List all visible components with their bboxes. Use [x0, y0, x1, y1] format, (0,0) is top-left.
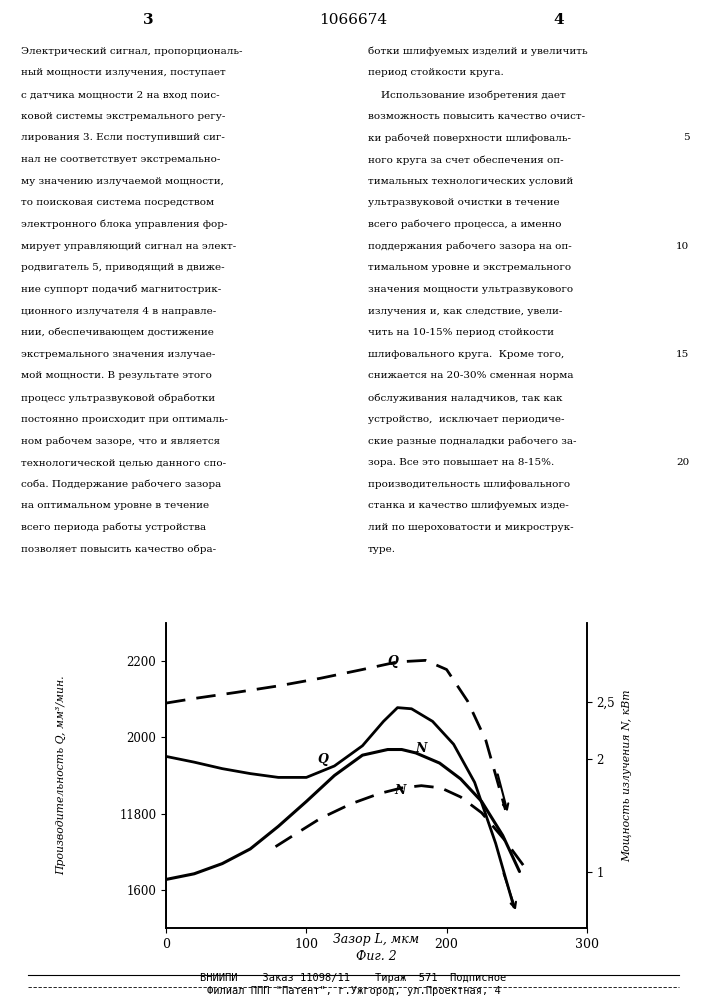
- Text: ционного излучателя 4 в направле-: ционного излучателя 4 в направле-: [21, 307, 216, 316]
- Text: 4: 4: [553, 13, 564, 27]
- Text: нии, обеспечивающем достижение: нии, обеспечивающем достижение: [21, 328, 214, 337]
- Text: станка и качество шлифуемых изде-: станка и качество шлифуемых изде-: [368, 501, 568, 510]
- Text: 10: 10: [676, 242, 689, 251]
- Text: Зазор L, мкм: Зазор L, мкм: [334, 933, 419, 946]
- Text: поддержания рабочего зазора на оп-: поддержания рабочего зазора на оп-: [368, 242, 571, 251]
- Text: шлифовального круга.  Кроме того,: шлифовального круга. Кроме того,: [368, 350, 564, 359]
- Text: ультразвуковой очистки в течение: ультразвуковой очистки в течение: [368, 198, 559, 207]
- Text: ном рабочем зазоре, что и является: ном рабочем зазоре, что и является: [21, 436, 221, 446]
- Text: соба. Поддержание рабочего зазора: соба. Поддержание рабочего зазора: [21, 480, 221, 489]
- Text: Филиал ППП "Патент", г.Ужгород, ул.Проектная, 4: Филиал ППП "Патент", г.Ужгород, ул.Проек…: [206, 986, 501, 996]
- Text: тимальных технологических условий: тимальных технологических условий: [368, 177, 573, 186]
- Text: му значению излучаемой мощности,: му значению излучаемой мощности,: [21, 177, 224, 186]
- Text: Фиг. 2: Фиг. 2: [356, 950, 397, 963]
- Text: ские разные подналадки рабочего за-: ские разные подналадки рабочего за-: [368, 436, 576, 446]
- Text: ки рабочей поверхности шлифоваль-: ки рабочей поверхности шлифоваль-: [368, 133, 571, 143]
- Text: ковой системы экстремального регу-: ковой системы экстремального регу-: [21, 112, 226, 121]
- Text: технологической целью данного спо-: технологической целью данного спо-: [21, 458, 226, 467]
- Text: туре.: туре.: [368, 545, 396, 554]
- Text: Q: Q: [317, 753, 329, 766]
- Text: 5: 5: [683, 133, 689, 142]
- Text: с датчика мощности 2 на вход поис-: с датчика мощности 2 на вход поис-: [21, 90, 220, 99]
- Text: лирования 3. Если поступивший сиг-: лирования 3. Если поступивший сиг-: [21, 133, 225, 142]
- Text: возможность повысить качество очист-: возможность повысить качество очист-: [368, 112, 585, 121]
- Text: излучения и, как следствие, увели-: излучения и, как следствие, увели-: [368, 307, 562, 316]
- Text: ВНИИПИ    Заказ 11098/11    Тираж  571  Подписное: ВНИИПИ Заказ 11098/11 Тираж 571 Подписно…: [200, 973, 507, 983]
- Text: 15: 15: [676, 350, 689, 359]
- Y-axis label: Производительность Q, мм³/мин.: Производительность Q, мм³/мин.: [57, 676, 66, 875]
- Text: на оптимальном уровне в течение: на оптимальном уровне в течение: [21, 501, 209, 510]
- Text: мирует управляющий сигнал на элект-: мирует управляющий сигнал на элект-: [21, 242, 236, 251]
- Text: снижается на 20-30% сменная норма: снижается на 20-30% сменная норма: [368, 371, 573, 380]
- Text: Q: Q: [387, 655, 399, 668]
- Text: 3: 3: [143, 13, 154, 27]
- Text: устройство,  исключает периодиче-: устройство, исключает периодиче-: [368, 415, 564, 424]
- Text: значения мощности ультразвукового: значения мощности ультразвукового: [368, 285, 573, 294]
- Text: позволяет повысить качество обра-: позволяет повысить качество обра-: [21, 545, 216, 554]
- Text: 1066674: 1066674: [320, 13, 387, 27]
- Text: нал не соответствует экстремально-: нал не соответствует экстремально-: [21, 155, 221, 164]
- Text: тимальном уровне и экстремального: тимальном уровне и экстремального: [368, 263, 571, 272]
- Text: процесс ультразвуковой обработки: процесс ультразвуковой обработки: [21, 393, 216, 403]
- Text: обслуживания наладчиков, так как: обслуживания наладчиков, так как: [368, 393, 562, 403]
- Text: зора. Все это повышает на 8-15%.: зора. Все это повышает на 8-15%.: [368, 458, 554, 467]
- Text: то поисковая система посредством: то поисковая система посредством: [21, 198, 214, 207]
- Text: N: N: [416, 742, 427, 755]
- Text: всего периода работы устройства: всего периода работы устройства: [21, 523, 206, 532]
- Text: лий по шероховатости и микрострук-: лий по шероховатости и микрострук-: [368, 523, 573, 532]
- Text: 20: 20: [676, 458, 689, 467]
- Text: ние суппорт подачиб магнитострик-: ние суппорт подачиб магнитострик-: [21, 285, 221, 294]
- Text: период стойкости круга.: период стойкости круга.: [368, 68, 503, 77]
- Text: ный мощности излучения, поступает: ный мощности излучения, поступает: [21, 68, 226, 77]
- Text: родвигатель 5, приводящий в движе-: родвигатель 5, приводящий в движе-: [21, 263, 225, 272]
- Text: постоянно происходит при оптималь-: постоянно происходит при оптималь-: [21, 415, 228, 424]
- Text: Использование изобретения дает: Использование изобретения дает: [368, 90, 566, 100]
- Text: всего рабочего процесса, а именно: всего рабочего процесса, а именно: [368, 220, 561, 229]
- Text: мой мощности. В результате этого: мой мощности. В результате этого: [21, 371, 212, 380]
- Text: ного круга за счет обеспечения оп-: ного круга за счет обеспечения оп-: [368, 155, 563, 165]
- Text: производительность шлифовального: производительность шлифовального: [368, 480, 570, 489]
- Text: экстремального значения излучае-: экстремального значения излучае-: [21, 350, 216, 359]
- Text: чить на 10-15% период стойкости: чить на 10-15% период стойкости: [368, 328, 554, 337]
- Text: Электрический сигнал, пропорциональ-: Электрический сигнал, пропорциональ-: [21, 47, 243, 56]
- Text: N: N: [395, 784, 406, 797]
- Text: электронного блока управления фор-: электронного блока управления фор-: [21, 220, 228, 229]
- Text: ботки шлифуемых изделий и увеличить: ботки шлифуемых изделий и увеличить: [368, 47, 588, 56]
- Y-axis label: Мощность излучения N, кВт: Мощность излучения N, кВт: [622, 689, 632, 862]
